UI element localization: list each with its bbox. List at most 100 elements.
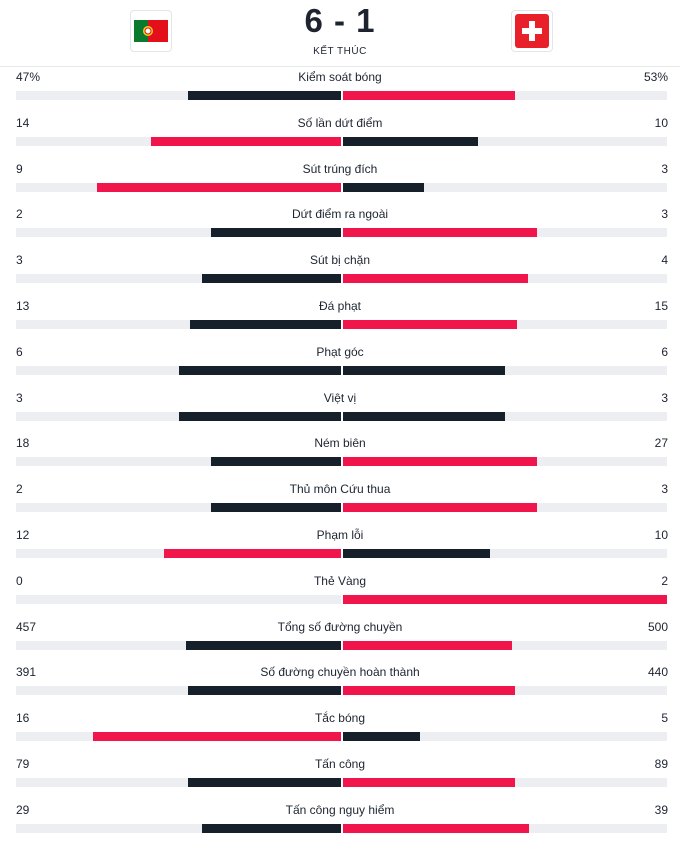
stat-away-bar: [343, 411, 505, 421]
stat-away-bar: [343, 594, 667, 604]
stat-home-bar: [97, 182, 341, 192]
stat-away-track: [343, 274, 667, 284]
stat-away-track: [343, 411, 667, 421]
stat-home-track: [16, 594, 341, 604]
stat-away-bar: [343, 319, 517, 329]
stat-label: Số đường chuyền hoàn thành: [260, 665, 420, 680]
stat-bar-divider: [341, 87, 343, 104]
away-team-flag[interactable]: [511, 10, 553, 52]
stat-label: Tấn công: [314, 756, 366, 771]
stat-home-value: 29: [16, 802, 30, 817]
stat-home-track: [16, 503, 341, 513]
stat-home-bar: [93, 732, 341, 742]
stat-home-value: 0: [16, 573, 23, 588]
stat-away-value: 39: [654, 802, 668, 817]
stat-home-bar: [185, 640, 341, 650]
stat-away-value: 89: [654, 756, 668, 771]
stat-away-track: [343, 136, 667, 146]
stat-home-track: [16, 228, 341, 238]
stat-away-value: 5: [661, 711, 668, 726]
stat-home-bar: [211, 228, 341, 238]
stat-row: 3 Việt vị 3: [0, 387, 680, 433]
home-score: 6: [304, 2, 324, 39]
stat-home-bar: [188, 686, 341, 696]
stat-away-bar: [343, 548, 491, 558]
stat-away-value: 500: [647, 619, 668, 634]
stat-home-value: 3: [16, 390, 23, 405]
stat-label: Thẻ Vàng: [313, 573, 367, 588]
stat-home-track: [16, 274, 341, 284]
stat-away-value: 3: [661, 161, 668, 176]
stat-home-bar: [211, 457, 341, 467]
stat-home-value: 3: [16, 253, 23, 268]
stat-home-bar: [211, 503, 341, 513]
stat-home-bar: [163, 548, 341, 558]
stat-away-value: 2: [661, 573, 668, 588]
stat-away-bar: [343, 274, 529, 284]
stat-away-bar: [343, 365, 505, 375]
home-team-flag[interactable]: [130, 10, 172, 52]
stat-home-value: 12: [16, 527, 30, 542]
stat-home-bar: [178, 411, 341, 421]
score-separator: -: [334, 2, 346, 39]
stat-away-bar: [343, 686, 515, 696]
stat-label: Tắc bóng: [314, 711, 366, 726]
stat-home-value: 9: [16, 161, 23, 176]
stat-label: Thủ môn Cứu thua: [289, 482, 391, 497]
stat-away-track: [343, 365, 667, 375]
stat-row: 79 Tấn công 89: [0, 753, 680, 799]
stat-away-track: [343, 732, 667, 742]
stat-home-value: 6: [16, 344, 23, 359]
stat-home-track: [16, 777, 341, 787]
stat-away-bar: [343, 228, 538, 238]
stat-bar-divider: [341, 270, 343, 288]
stat-label: Sút bị chặn: [309, 253, 371, 268]
stat-bar-divider: [341, 499, 343, 517]
stat-home-value: 2: [16, 207, 23, 222]
stat-home-value: 47%: [16, 70, 41, 84]
stat-bar-divider: [341, 178, 343, 196]
stat-label: Đá phạt: [318, 298, 362, 313]
stat-label: Kiểm soát bóng: [298, 70, 382, 84]
match-score: 6 - 1: [0, 2, 680, 40]
stat-away-value: 440: [647, 665, 668, 680]
stat-away-value: 3: [661, 482, 668, 497]
stat-bar-divider: [341, 453, 343, 471]
stat-home-value: 2: [16, 482, 23, 497]
stat-away-value: 15: [654, 298, 668, 313]
stat-home-value: 14: [16, 115, 30, 130]
stat-home-track: [16, 686, 341, 696]
stats-list: 47% Kiểm soát bóng 53% 14 Số lần dứt điểm 10 9…: [0, 66, 680, 845]
match-header: 6 - 1 KẾT THÚC: [0, 0, 680, 67]
stat-away-track: [343, 594, 667, 604]
stat-label: Tấn công nguy hiểm: [285, 802, 395, 817]
stat-label: Dứt điểm ra ngoài: [291, 207, 389, 222]
stat-away-value: 6: [661, 344, 668, 359]
stat-bar-divider: [341, 407, 343, 425]
stat-away-value: 3: [661, 390, 668, 405]
stat-bar-divider: [341, 682, 343, 700]
stat-away-value: 3: [661, 207, 668, 222]
stat-home-value: 79: [16, 756, 30, 771]
stat-away-bar: [343, 732, 421, 742]
stat-away-track: [343, 686, 667, 696]
stat-bar-divider: [341, 819, 343, 837]
switzerland-flag-icon: [515, 14, 549, 48]
stat-row: 2 Thủ môn Cứu thua 3: [0, 478, 680, 524]
stat-home-track: [16, 91, 341, 100]
stat-bar-divider: [341, 544, 343, 562]
stat-row: 12 Phạm lỗi 10: [0, 524, 680, 570]
stat-row: 16 Tắc bóng 5: [0, 707, 680, 753]
stat-away-track: [343, 823, 667, 833]
stat-home-value: 391: [16, 665, 37, 680]
stat-bar-divider: [341, 636, 343, 654]
stat-bar-divider: [341, 590, 343, 608]
stat-home-bar: [188, 91, 341, 100]
stat-home-value: 16: [16, 711, 30, 726]
stat-home-bar: [188, 777, 341, 787]
stat-away-track: [343, 228, 667, 238]
stat-home-value: 13: [16, 298, 30, 313]
stat-row: 0 Thẻ Vàng 2: [0, 570, 680, 616]
stat-row: 13 Đá phạt 15: [0, 295, 680, 341]
stat-home-bar: [151, 136, 341, 146]
